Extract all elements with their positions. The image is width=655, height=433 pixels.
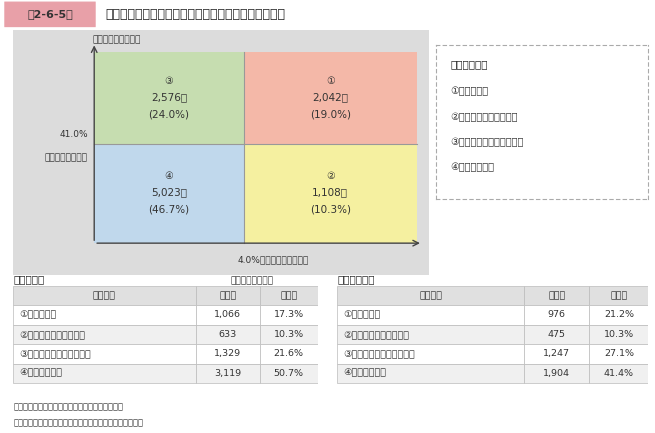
Bar <box>337 325 524 344</box>
Bar <box>13 286 196 305</box>
Text: 企業分類: 企業分類 <box>93 291 116 300</box>
Text: ①稼げる企業: ①稼げる企業 <box>451 87 489 97</box>
Bar <box>260 305 318 325</box>
Text: ④その他の企業: ④その他の企業 <box>19 369 62 378</box>
Text: 5,023者: 5,023者 <box>151 187 187 197</box>
Text: 第2-6-5図: 第2-6-5図 <box>27 9 73 19</box>
Text: (10.3%): (10.3%) <box>310 204 350 214</box>
Text: 1,329: 1,329 <box>214 349 242 359</box>
FancyBboxPatch shape <box>7 27 436 278</box>
Bar <box>590 286 648 305</box>
Text: 27.1%: 27.1% <box>604 349 634 359</box>
Text: 資料：経済産業省「企業活動基本調査」再編加工: 資料：経済産業省「企業活動基本調査」再編加工 <box>13 402 123 411</box>
Text: （注）　左上図は、全産業について集計したものである。: （注） 左上図は、全産業について集計したものである。 <box>13 418 143 427</box>
Bar <box>524 364 590 383</box>
Bar <box>260 325 318 344</box>
Text: ③自己資本比率の高い企業: ③自己資本比率の高い企業 <box>451 137 524 147</box>
Text: 50.7%: 50.7% <box>274 369 304 378</box>
Bar <box>337 364 524 383</box>
Text: 構成比: 構成比 <box>280 291 297 300</box>
Text: 475: 475 <box>548 330 566 339</box>
Text: ④その他の企業: ④その他の企業 <box>451 163 495 173</box>
Text: 10.3%: 10.3% <box>604 330 634 339</box>
Bar <box>590 305 648 325</box>
Bar <box>13 364 196 383</box>
Bar <box>590 325 648 344</box>
Text: 企業数: 企業数 <box>219 291 236 300</box>
Text: 【製造業】: 【製造業】 <box>13 275 45 284</box>
Bar <box>94 144 244 243</box>
Bar <box>13 325 196 344</box>
Text: 自己資本比率の平均: 自己資本比率の平均 <box>92 36 141 45</box>
Bar <box>244 52 417 144</box>
Text: ①: ① <box>326 76 335 86</box>
Bar <box>337 286 524 305</box>
Text: (24.0%): (24.0%) <box>149 109 189 119</box>
Text: 企業分類: 企業分類 <box>419 291 442 300</box>
Text: 41.4%: 41.4% <box>604 369 634 378</box>
Bar <box>260 344 318 364</box>
Text: ③自己資本比率の高い企業: ③自己資本比率の高い企業 <box>19 349 91 359</box>
Text: 2,042者: 2,042者 <box>312 92 348 102</box>
Text: 17.3%: 17.3% <box>274 310 304 320</box>
Text: 4.0%　経常利益率の平均: 4.0% 経常利益率の平均 <box>237 256 309 265</box>
Bar <box>524 286 590 305</box>
Bar <box>94 52 244 144</box>
FancyBboxPatch shape <box>5 2 95 26</box>
Text: （大企業の平均）: （大企業の平均） <box>231 277 274 286</box>
Text: 構成比: 構成比 <box>610 291 627 300</box>
Bar <box>196 344 260 364</box>
Text: (46.7%): (46.7%) <box>149 204 190 214</box>
Text: 41.0%: 41.0% <box>60 130 88 139</box>
Text: （大企業の平均）: （大企業の平均） <box>45 153 88 162</box>
Bar <box>260 364 318 383</box>
Bar <box>590 364 648 383</box>
Bar <box>13 305 196 325</box>
Text: 【非製造業】: 【非製造業】 <box>337 275 375 284</box>
Text: 1,904: 1,904 <box>543 369 570 378</box>
Bar <box>590 344 648 364</box>
Bar <box>196 364 260 383</box>
Text: 2,576者: 2,576者 <box>151 92 187 102</box>
Bar <box>337 344 524 364</box>
Bar <box>196 286 260 305</box>
Bar <box>524 305 590 325</box>
Text: 21.2%: 21.2% <box>604 310 634 320</box>
Text: ②: ② <box>326 171 335 181</box>
Text: (19.0%): (19.0%) <box>310 109 350 119</box>
Text: ③自己資本比率の高い企業: ③自己資本比率の高い企業 <box>343 349 415 359</box>
Text: 【企業分類】: 【企業分類】 <box>451 59 488 69</box>
Text: ③: ③ <box>164 76 174 86</box>
Text: ②経常利益率の高い企業: ②経常利益率の高い企業 <box>451 112 518 122</box>
Text: 1,066: 1,066 <box>214 310 241 320</box>
Bar <box>524 325 590 344</box>
Text: 21.6%: 21.6% <box>274 349 304 359</box>
Text: ②経常利益率の高い企業: ②経常利益率の高い企業 <box>19 330 85 339</box>
Text: 976: 976 <box>548 310 566 320</box>
Text: 1,247: 1,247 <box>543 349 570 359</box>
Text: ②経常利益率の高い企業: ②経常利益率の高い企業 <box>343 330 409 339</box>
Text: 3,119: 3,119 <box>214 369 242 378</box>
Text: 10.3%: 10.3% <box>274 330 304 339</box>
Text: ①稼げる企業: ①稼げる企業 <box>19 310 56 320</box>
Text: 経常利益率、自己資本比率に基づいた中小企業の分類: 経常利益率、自己資本比率に基づいた中小企業の分類 <box>105 7 285 21</box>
Text: 633: 633 <box>219 330 237 339</box>
Text: ④: ④ <box>164 171 174 181</box>
Text: 1,108者: 1,108者 <box>312 187 348 197</box>
Bar <box>13 344 196 364</box>
Bar <box>337 305 524 325</box>
Bar <box>244 144 417 243</box>
Text: 企業数: 企業数 <box>548 291 565 300</box>
Bar <box>196 325 260 344</box>
Bar <box>524 344 590 364</box>
Bar <box>196 305 260 325</box>
Text: ④その他の企業: ④その他の企業 <box>343 369 386 378</box>
Bar <box>260 286 318 305</box>
Text: ①稼げる企業: ①稼げる企業 <box>343 310 381 320</box>
